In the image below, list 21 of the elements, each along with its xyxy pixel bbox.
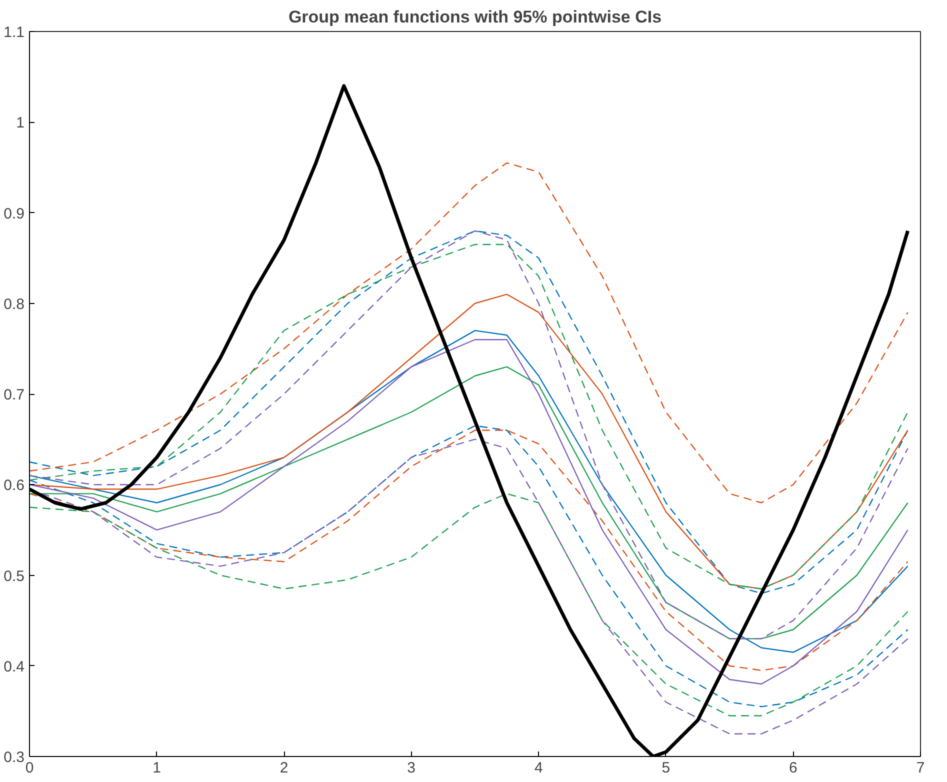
- x-tick-label: 0: [25, 760, 34, 776]
- x-tick-label: 1: [152, 760, 161, 776]
- x-tick-label: 6: [789, 760, 798, 776]
- y-tick-label: 1: [16, 114, 24, 132]
- y-tick-label: 0.7: [4, 386, 25, 404]
- line-series: [30, 493, 908, 716]
- y-tick-label: 0.3: [4, 749, 25, 766]
- x-tick-label: 4: [534, 760, 543, 776]
- y-tick-label: 0.4: [4, 658, 25, 676]
- x-tick-label: 3: [407, 760, 416, 776]
- line-series: [30, 366, 908, 640]
- x-tick-label: 5: [662, 760, 670, 776]
- x-tick-label: 2: [280, 760, 288, 776]
- y-tick-label: 0.9: [4, 205, 25, 222]
- chart-title: Group mean functions with 95% pointwise CIs: [288, 8, 662, 26]
- line-series: [30, 162, 908, 504]
- y-tick-label: 0.6: [4, 477, 25, 494]
- y-tick-label: 0.8: [4, 296, 25, 313]
- y-tick-label: 0.5: [4, 568, 25, 585]
- y-tick-label: 1.1: [4, 24, 25, 41]
- x-tick-label: 7: [916, 760, 925, 776]
